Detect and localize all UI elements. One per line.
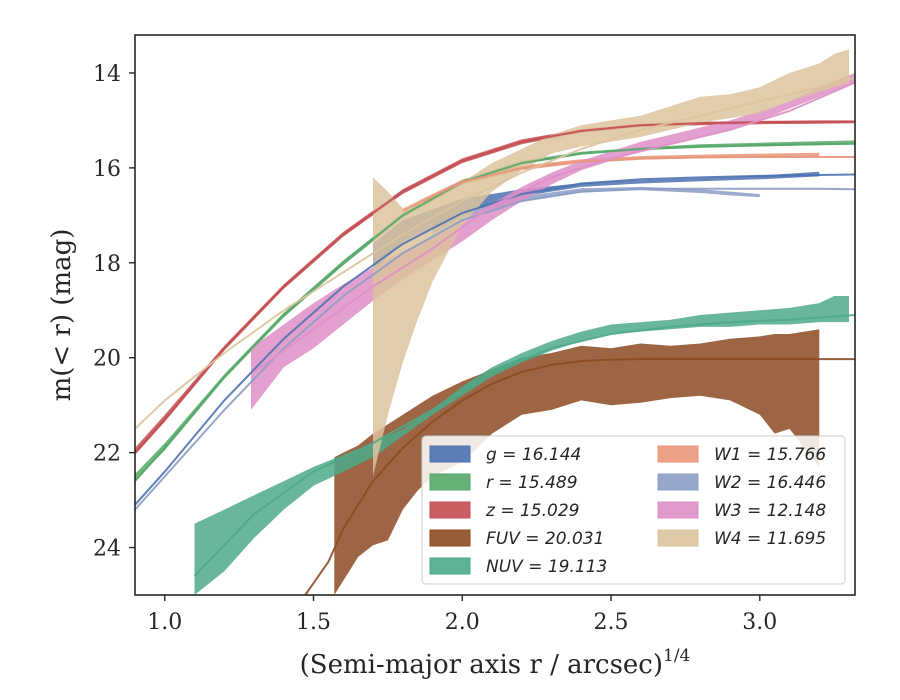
model-curve-w1 xyxy=(402,156,855,212)
model-curve-g xyxy=(135,173,855,506)
legend-item-w2: W2 = 16.446 xyxy=(657,473,826,493)
band-nuv xyxy=(194,296,849,595)
plot-frame xyxy=(134,34,856,596)
x-tick-label: 1.0 xyxy=(147,610,182,635)
legend-label: r = 15.489 xyxy=(486,473,578,493)
legend-item-g: g = 16.144 xyxy=(429,445,581,465)
legend-label: z = 15.029 xyxy=(485,501,579,521)
legend-swatch xyxy=(429,473,471,491)
legend-swatch xyxy=(429,445,471,463)
model-curve-r xyxy=(135,142,855,482)
x-axis-label-exponent: 1/4 xyxy=(663,646,690,666)
legend-item-w1: W1 = 15.766 xyxy=(657,445,826,465)
legend-label: W3 = 12.148 xyxy=(714,501,826,521)
legend-swatch xyxy=(429,529,471,547)
x-tick-label: 3.0 xyxy=(742,610,777,635)
y-tick-label: 20 xyxy=(93,347,121,372)
legend-swatch xyxy=(657,445,699,463)
y-tick-label: 24 xyxy=(93,537,121,562)
model-curve-w3 xyxy=(253,81,855,373)
x-axis-label: (Semi-major axis r / arcsec)1/4 xyxy=(300,646,691,680)
y-tick-label: 22 xyxy=(93,442,121,467)
legend: g = 16.144 r = 15.489 z = 15.029 FUV = 20.0… xyxy=(421,435,846,585)
x-tick-label: 2.5 xyxy=(594,610,629,635)
legend-label: W4 = 11.695 xyxy=(714,529,826,549)
legend-swatch xyxy=(657,529,699,547)
legend-item-w4: W4 = 11.695 xyxy=(657,529,826,549)
y-axis-label: m(< r) (mag) xyxy=(47,229,77,402)
legend-item-r: r = 15.489 xyxy=(429,473,578,493)
legend-item-z: z = 15.029 xyxy=(429,501,579,521)
legend-swatch xyxy=(657,473,699,491)
y-axis-ticks: 14 16 18 20 22 24 xyxy=(93,62,135,562)
y-tick-label: 18 xyxy=(93,252,121,277)
model-curve-z xyxy=(135,120,855,454)
legend-item-fuv: FUV = 20.031 xyxy=(429,529,604,549)
model-curve-fuv xyxy=(304,358,855,595)
legend-label: W1 = 15.766 xyxy=(714,445,826,465)
y-tick-label: 16 xyxy=(93,157,121,182)
model-curves xyxy=(135,76,855,595)
legend-label: NUV = 19.113 xyxy=(486,557,607,577)
legend-swatch xyxy=(657,501,699,519)
legend-swatch xyxy=(429,557,471,575)
model-curve-nuv xyxy=(193,314,855,577)
legend-label: g = 16.144 xyxy=(486,445,581,465)
x-tick-label: 2.0 xyxy=(445,610,480,635)
legend-label: FUV = 20.031 xyxy=(486,529,604,549)
legend-item-nuv: NUV = 19.113 xyxy=(429,557,607,577)
model-curve-w4 xyxy=(135,76,855,430)
legend-item-w3: W3 = 12.148 xyxy=(657,501,826,521)
x-axis-ticks: 1.0 1.5 2.0 2.5 3.0 xyxy=(147,595,777,635)
model-curve-w2 xyxy=(135,187,855,511)
x-tick-label: 1.5 xyxy=(296,610,331,635)
y-tick-label: 14 xyxy=(93,62,121,87)
legend-label: W2 = 16.446 xyxy=(714,473,826,493)
legend-swatch xyxy=(429,501,471,519)
legend-box xyxy=(421,435,846,585)
